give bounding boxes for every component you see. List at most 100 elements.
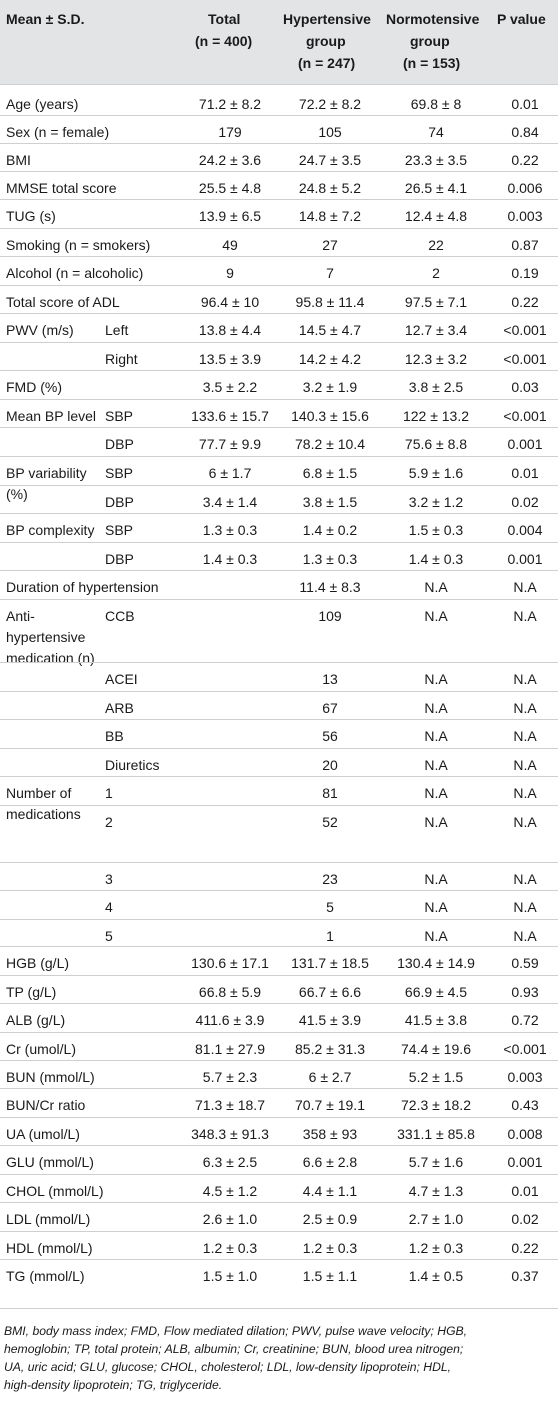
row-divider — [0, 862, 558, 863]
row-divider — [0, 228, 558, 229]
row-divider — [0, 143, 558, 144]
row-label: Duration of hypertension — [6, 579, 159, 595]
cell-normotensive: N.A — [424, 608, 448, 624]
cell-p-value: N.A — [513, 608, 537, 624]
cell-total: 3.5 ± 2.2 — [202, 379, 258, 395]
cell-normotensive: 72.3 ± 18.2 — [401, 1097, 471, 1113]
row-label: Sex (n = female) — [6, 124, 110, 140]
cell-hypertensive: 66.7 ± 6.6 — [298, 984, 362, 1000]
row-divider — [0, 199, 558, 200]
footnote-line: high-density lipoprotein; TG, triglyceri… — [4, 1378, 223, 1392]
row-sublabel: CCB — [105, 608, 135, 624]
cell-normotensive: N.A — [424, 700, 448, 716]
cell-hypertensive: 20 — [322, 757, 338, 773]
row-label: medication (n) — [6, 650, 95, 666]
cell-normotensive: 3.8 ± 2.5 — [408, 379, 464, 395]
cell-normotensive: 26.5 ± 4.1 — [404, 180, 468, 196]
cell-hypertensive: 105 — [318, 124, 342, 140]
row-divider — [0, 171, 558, 172]
cell-total: 13.5 ± 3.9 — [198, 351, 262, 367]
table-header: Mean ± S.D. Total (n = 400) Hypertensive… — [0, 0, 558, 84]
cell-total: 77.7 ± 9.9 — [198, 436, 262, 452]
cell-p-value: 0.84 — [511, 124, 539, 140]
row-sublabel: DBP — [105, 494, 134, 510]
cell-normotensive: 97.5 ± 7.1 — [404, 294, 468, 310]
cell-p-value: 0.001 — [507, 551, 543, 567]
cell-p-value: 0.02 — [511, 494, 539, 510]
cell-p-value: 0.02 — [511, 1211, 539, 1227]
cell-total: 9 — [226, 265, 234, 281]
cell-p-value: 0.19 — [511, 265, 539, 281]
cell-p-value: 0.03 — [511, 379, 539, 395]
cell-p-value: 0.93 — [511, 984, 539, 1000]
cell-total: 13.9 ± 6.5 — [198, 208, 262, 224]
row-divider — [0, 542, 558, 543]
cell-total: 411.6 ± 3.9 — [195, 1012, 265, 1028]
cell-total: 5.7 ± 2.3 — [202, 1069, 258, 1085]
cell-total: 71.3 ± 18.7 — [195, 1097, 265, 1113]
cell-hypertensive: 2.5 ± 0.9 — [302, 1211, 358, 1227]
row-label: BUN (mmol/L) — [6, 1069, 95, 1085]
row-divider — [0, 256, 558, 257]
row-divider — [0, 399, 558, 400]
cell-normotensive: 1.2 ± 0.3 — [408, 1240, 464, 1256]
cell-normotensive: 69.8 ± 8 — [410, 96, 462, 112]
cell-p-value: 0.003 — [507, 208, 543, 224]
row-divider — [0, 370, 558, 371]
row-label: BUN/Cr ratio — [6, 1097, 86, 1113]
cell-hypertensive: 1.3 ± 0.3 — [302, 551, 358, 567]
cell-total: 1.5 ± 1.0 — [202, 1268, 258, 1284]
header-total-n: (n = 400) — [195, 33, 253, 49]
cell-normotensive: N.A — [424, 899, 448, 915]
cell-normotensive: 4.7 ± 1.3 — [408, 1183, 464, 1199]
cell-total: 1.3 ± 0.3 — [202, 522, 258, 538]
row-label: Number of — [6, 785, 72, 801]
header-hyper-group: group — [306, 33, 346, 49]
cell-normotensive: 66.9 ± 4.5 — [404, 984, 468, 1000]
footnote-line: BMI, body mass index; FMD, Flow mediated… — [4, 1324, 468, 1338]
cell-hypertensive: 52 — [322, 814, 338, 830]
row-divider — [0, 570, 558, 571]
cell-p-value: N.A — [513, 899, 537, 915]
cell-hypertensive: 14.5 ± 4.7 — [298, 322, 362, 338]
row-label: CHOL (mmol/L) — [6, 1183, 104, 1199]
cell-hypertensive: 109 — [318, 608, 342, 624]
row-label: Alcohol (n = alcoholic) — [6, 265, 144, 281]
row-divider — [0, 513, 558, 514]
cell-p-value: N.A — [513, 728, 537, 744]
cell-hypertensive: 131.7 ± 18.5 — [291, 955, 369, 971]
cell-hypertensive: 6.6 ± 2.8 — [302, 1154, 358, 1170]
cell-hypertensive: 24.7 ± 3.5 — [298, 152, 362, 168]
row-divider — [0, 691, 558, 692]
cell-normotensive: N.A — [424, 785, 448, 801]
cell-p-value: 0.008 — [507, 1126, 543, 1142]
cell-normotensive: 22 — [428, 237, 444, 253]
row-sublabel: 3 — [105, 871, 113, 887]
header-label: Mean ± S.D. — [6, 11, 85, 27]
cell-hypertensive: 1 — [326, 928, 334, 944]
row-label: TUG (s) — [6, 208, 56, 224]
row-label: LDL (mmol/L) — [6, 1211, 91, 1227]
header-normo-title: Normotensive — [386, 11, 480, 27]
cell-total: 81.1 ± 27.9 — [195, 1041, 265, 1057]
row-label: BMI — [6, 152, 31, 168]
row-sublabel: SBP — [105, 465, 134, 481]
row-divider — [0, 1259, 558, 1260]
row-divider — [0, 1003, 558, 1004]
cell-normotensive: 331.1 ± 85.8 — [397, 1126, 475, 1142]
row-label: Smoking (n = smokers) — [6, 237, 151, 253]
cell-p-value: 0.37 — [511, 1268, 539, 1284]
row-divider — [0, 662, 558, 663]
footnote-line: hemoglobin; TP, total protein; ALB, albu… — [4, 1342, 464, 1356]
cell-normotensive: N.A — [424, 814, 448, 830]
cell-hypertensive: 6.8 ± 1.5 — [302, 465, 358, 481]
row-divider — [0, 1145, 558, 1146]
header-hyper-title: Hypertensive — [283, 11, 371, 27]
cell-p-value: 0.72 — [511, 1012, 539, 1028]
row-label: Cr (umol/L) — [6, 1041, 77, 1057]
row-divider — [0, 342, 558, 343]
row-divider — [0, 285, 558, 286]
row-label: BP complexity — [6, 522, 95, 538]
row-label: (%) — [6, 486, 28, 502]
row-label: medications — [6, 806, 81, 822]
